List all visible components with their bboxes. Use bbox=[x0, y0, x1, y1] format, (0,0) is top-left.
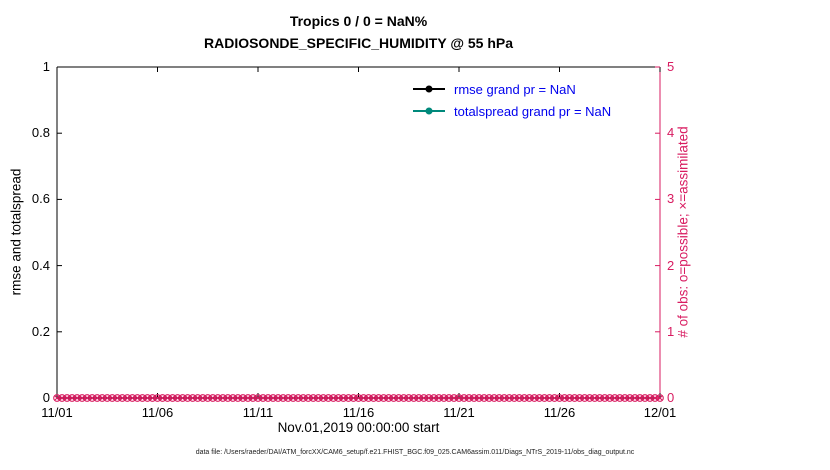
right-y-tick-label: 5 bbox=[667, 59, 675, 74]
right-y-axis-label: # of obs: o=possible; ×=assimilated bbox=[675, 126, 691, 338]
legend-label-rmse: rmse grand pr = NaN bbox=[454, 81, 576, 97]
left-y-tick-label: 0 bbox=[42, 390, 50, 405]
left-y-tick-label: 0.6 bbox=[31, 191, 50, 207]
x-axis-label: Nov.01,2019 00:00:00 start bbox=[277, 420, 440, 435]
x-tick-label: 11/11 bbox=[242, 405, 274, 420]
left-y-tick-label: 1 bbox=[42, 59, 50, 74]
x-tick-label: 11/01 bbox=[41, 405, 73, 420]
chart-subtitle: RADIOSONDE_SPECIFIC_HUMIDITY @ 55 hPa bbox=[203, 35, 513, 51]
right-y-tick-label: 4 bbox=[667, 125, 675, 141]
right-y-tick-label: 2 bbox=[667, 257, 675, 273]
right-y-tick-label: 0 bbox=[667, 390, 675, 405]
left-y-axis-label: rmse and totalspread bbox=[8, 168, 24, 296]
left-y-tick-label: 0.8 bbox=[31, 125, 50, 141]
right-y-tick-label: 3 bbox=[667, 191, 675, 207]
x-tick-label: 12/01 bbox=[643, 405, 677, 420]
legend: rmse grand pr = NaN totalspread grand pr… bbox=[412, 78, 611, 122]
left-y-tick-label: 0.2 bbox=[31, 323, 50, 339]
legend-entry-rmse: rmse grand pr = NaN bbox=[412, 78, 611, 100]
legend-label-totalspread: totalspread grand pr = NaN bbox=[454, 103, 612, 119]
rmse-line-marker-icon bbox=[413, 85, 445, 93]
data-file-path: data file: /Users/raeder/DAI/ATM_forcXX/… bbox=[195, 449, 635, 456]
chart-title: Tropics 0 / 0 = NaN% bbox=[289, 13, 428, 29]
x-tick-label: 11/16 bbox=[342, 405, 375, 420]
right-y-tick-label: 1 bbox=[667, 323, 675, 339]
totalspread-line-marker-icon bbox=[413, 107, 445, 115]
left-y-tick-label: 0.4 bbox=[31, 257, 50, 273]
x-tick-label: 11/26 bbox=[543, 405, 576, 420]
x-tick-label: 11/21 bbox=[443, 405, 475, 420]
legend-entry-totalspread: totalspread grand pr = NaN bbox=[412, 100, 611, 122]
x-tick-label: 11/06 bbox=[141, 405, 174, 420]
